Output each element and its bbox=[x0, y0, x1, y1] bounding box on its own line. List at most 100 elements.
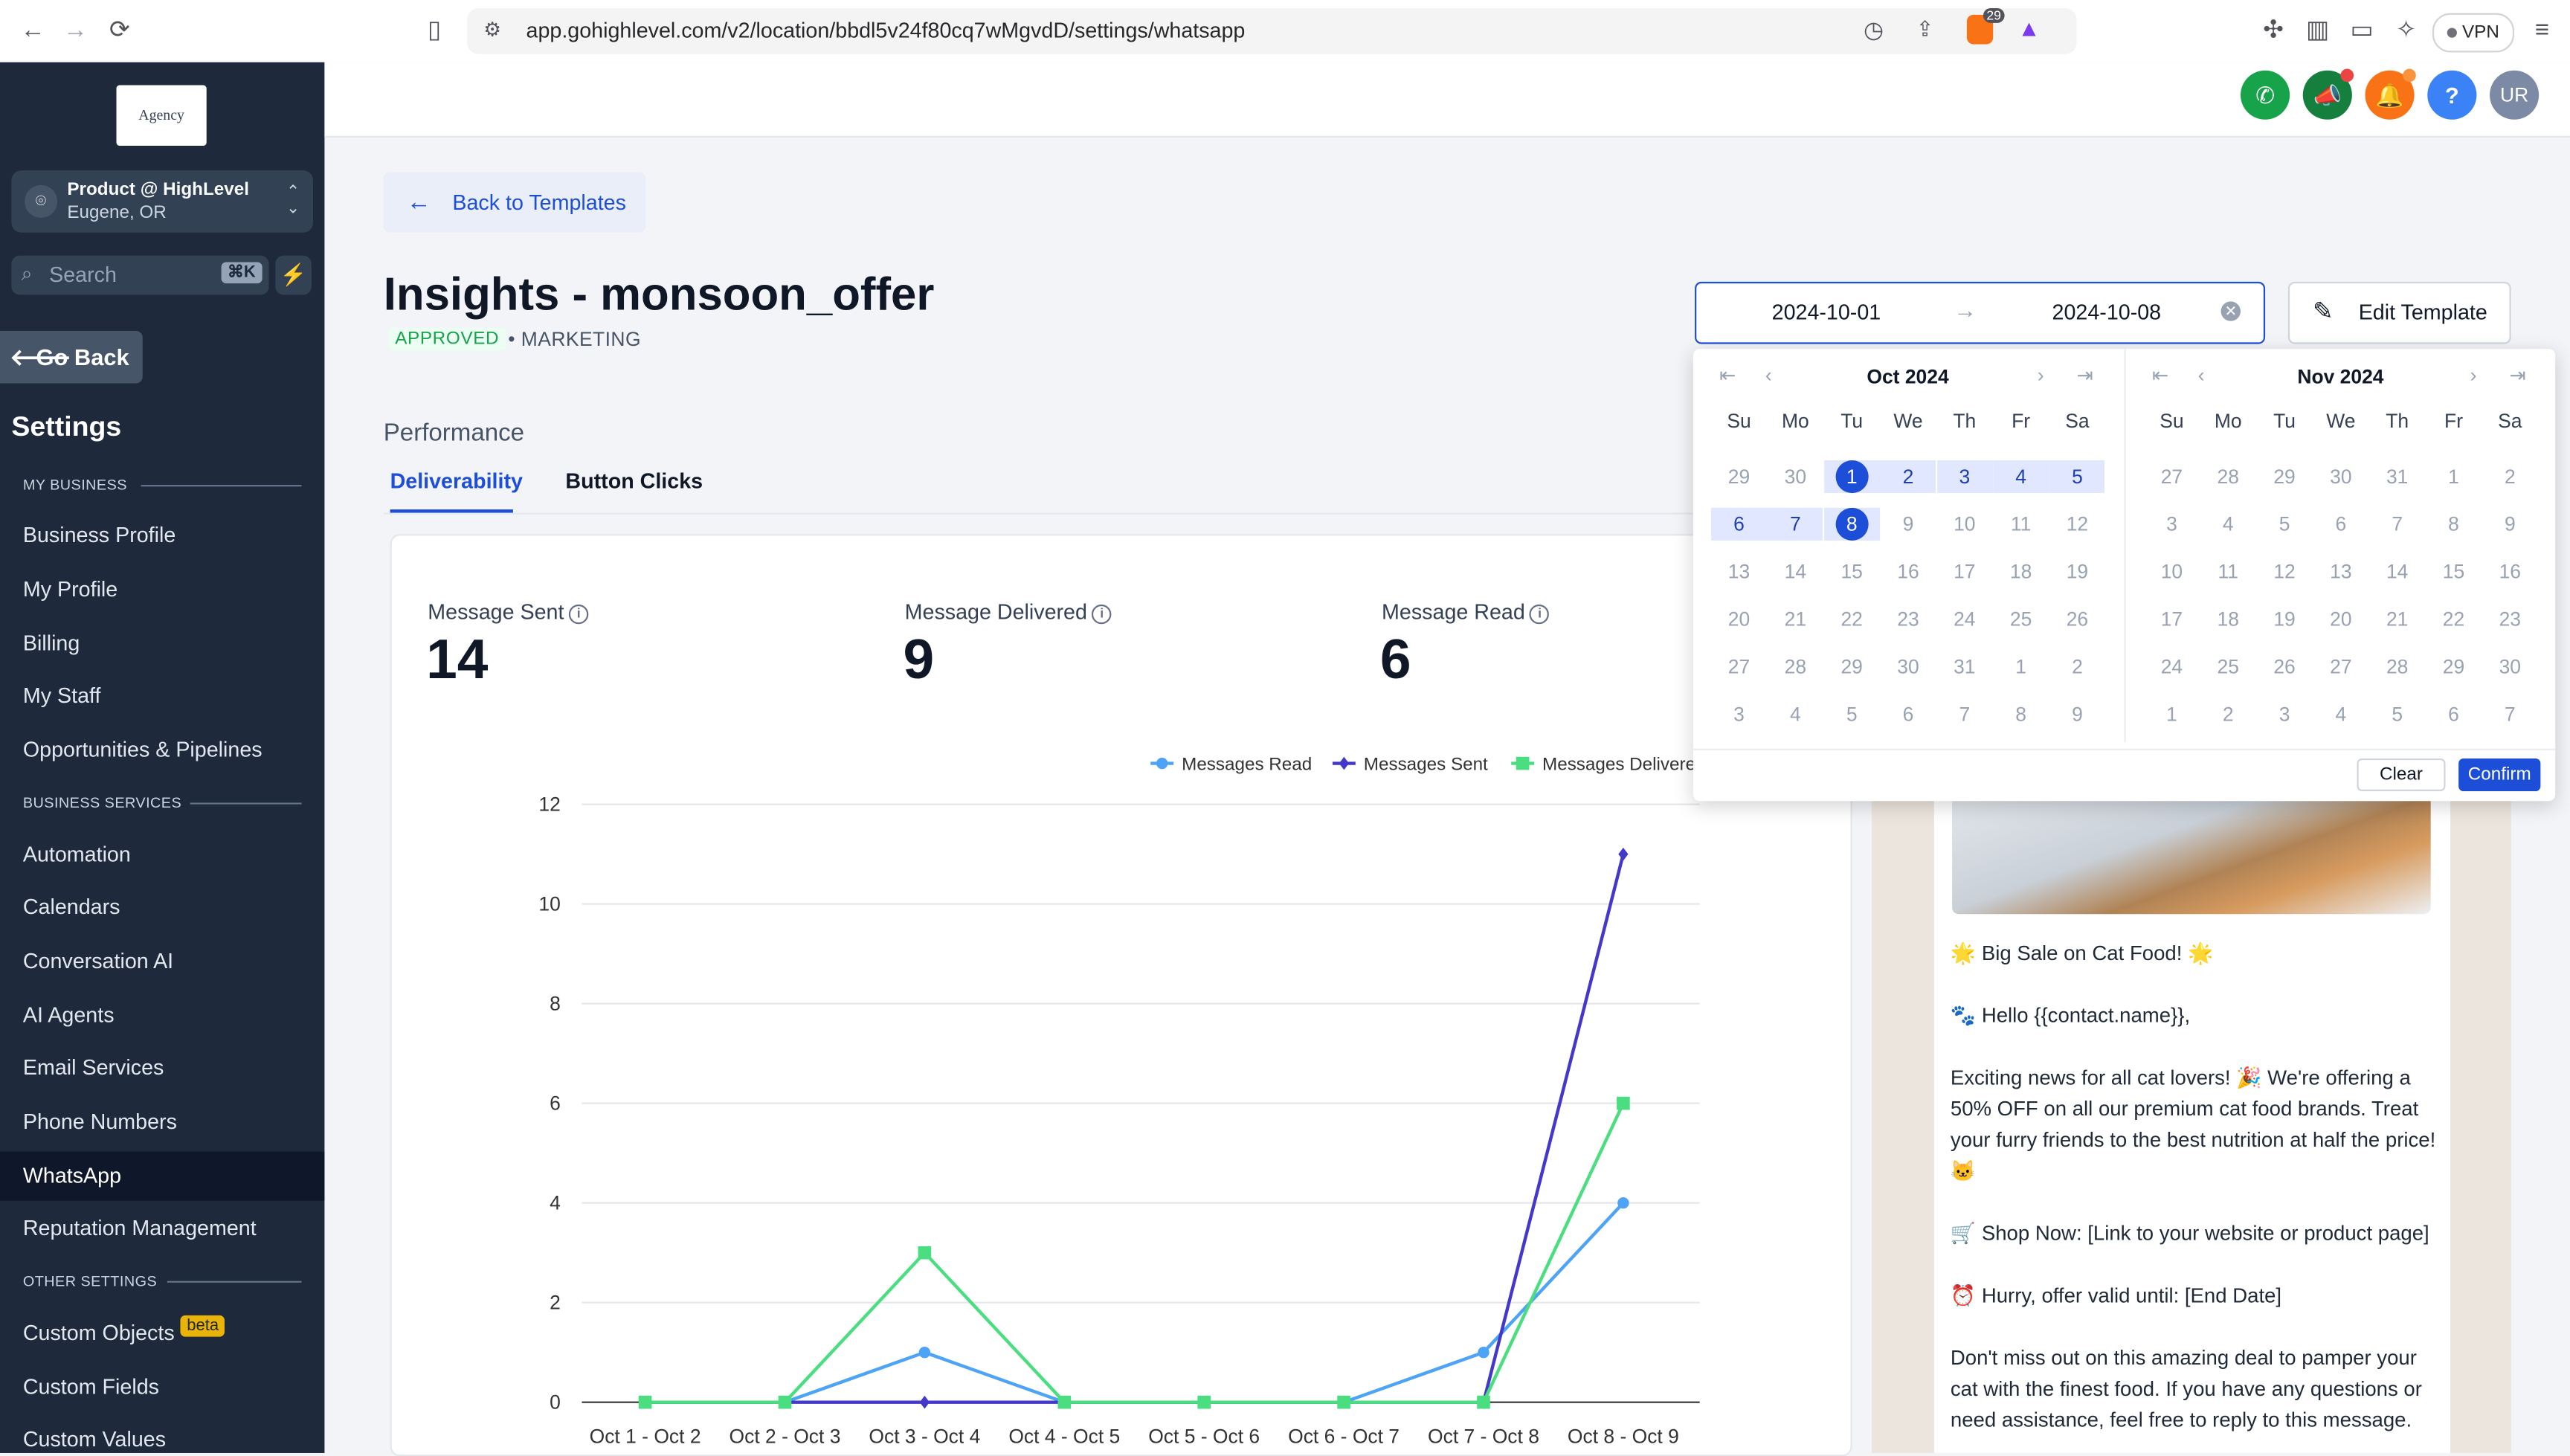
calendar-day[interactable]: 27 bbox=[1711, 651, 1767, 683]
calendar-day[interactable]: 15 bbox=[1824, 555, 1880, 588]
prev-month-icon[interactable]: ‹ bbox=[2197, 364, 2205, 387]
calendar-day[interactable]: 2 bbox=[2200, 698, 2256, 730]
calendar-day[interactable]: 24 bbox=[1936, 603, 1992, 636]
calendar-confirm-button[interactable]: Confirm bbox=[2458, 758, 2541, 792]
calendar-day[interactable]: 9 bbox=[2482, 508, 2538, 541]
calendar-day[interactable]: 2 bbox=[2049, 651, 2105, 683]
sidebar-item-phone-numbers[interactable]: Phone Numbers bbox=[0, 1098, 324, 1147]
calendar-day[interactable]: 29 bbox=[2426, 651, 2482, 683]
calendar-day[interactable]: 25 bbox=[1993, 603, 2049, 636]
calendar-day[interactable]: 6 bbox=[1711, 507, 1768, 541]
sidebar-item-business-profile[interactable]: Business Profile bbox=[0, 511, 324, 560]
calendar-day[interactable]: 10 bbox=[1936, 508, 1992, 541]
user-avatar[interactable]: UR bbox=[2490, 70, 2540, 120]
calendar-day[interactable]: 20 bbox=[1711, 603, 1767, 636]
sidebar-item-my-staff[interactable]: My Staff bbox=[0, 671, 324, 721]
calendar-day[interactable]: 29 bbox=[1824, 651, 1880, 683]
calendar-day[interactable]: 6 bbox=[1881, 698, 1936, 730]
calendar-day[interactable]: 6 bbox=[2313, 508, 2368, 541]
bell-icon[interactable]: 🔔 bbox=[2365, 68, 2416, 120]
calendar-day[interactable]: 5 bbox=[2369, 698, 2425, 730]
sidebar-item-my-profile[interactable]: My Profile bbox=[0, 565, 324, 614]
calendar-day[interactable]: 22 bbox=[2426, 603, 2482, 636]
menu-icon[interactable]: ≡ bbox=[2534, 16, 2550, 45]
calendar-day[interactable]: 19 bbox=[2257, 603, 2313, 636]
calendar-day[interactable]: 15 bbox=[2426, 555, 2482, 588]
calendar-day[interactable]: 6 bbox=[2426, 698, 2482, 730]
calendar-day[interactable]: 3 bbox=[1711, 698, 1767, 730]
sidebar-item-billing[interactable]: Billing bbox=[0, 619, 324, 669]
calendar-day[interactable]: 2 bbox=[2482, 460, 2538, 493]
calendar-day[interactable]: 8 bbox=[1993, 698, 2049, 730]
location-switcher[interactable]: ⌾ Product @ HighLevel Eugene, OR ⌃ ⌄ bbox=[11, 170, 313, 233]
calendar-day[interactable]: 17 bbox=[2144, 603, 2200, 636]
next-month-icon[interactable]: › bbox=[2037, 364, 2044, 387]
next-month-icon[interactable]: › bbox=[2470, 364, 2477, 387]
calendar-day[interactable]: 14 bbox=[2369, 555, 2425, 588]
calendar-day[interactable]: 13 bbox=[2313, 555, 2368, 588]
calendar-day[interactable]: 30 bbox=[2313, 460, 2368, 493]
date-range-input[interactable]: 2024-10-01 → 2024-10-08 ✕ bbox=[1695, 281, 2266, 344]
calendar-day[interactable]: 23 bbox=[2482, 603, 2538, 636]
calendar-day[interactable]: 3 bbox=[2257, 698, 2313, 730]
calendar-day[interactable]: 27 bbox=[2313, 651, 2368, 683]
calendar-day[interactable]: 17 bbox=[1936, 555, 1992, 588]
calendar-day[interactable]: 3 bbox=[1936, 460, 1993, 494]
back-to-templates-button[interactable]: ← Back to Templates bbox=[383, 172, 646, 233]
calendar-day[interactable]: 4 bbox=[2200, 508, 2256, 541]
calendar-day[interactable]: 1 bbox=[1823, 460, 1880, 494]
calendar-day[interactable]: 28 bbox=[1768, 651, 1823, 683]
calendar-day[interactable]: 19 bbox=[2049, 555, 2105, 588]
calendar-day[interactable]: 2 bbox=[1880, 460, 1936, 494]
calendar-day[interactable]: 5 bbox=[2049, 460, 2105, 494]
calendar-day[interactable]: 7 bbox=[2369, 508, 2425, 541]
calendar-day[interactable]: 14 bbox=[1768, 555, 1823, 588]
forward-arrow-icon[interactable]: → bbox=[62, 16, 88, 45]
info-icon[interactable]: i bbox=[1530, 604, 1550, 625]
calendar-day[interactable]: 16 bbox=[2482, 555, 2538, 588]
calendar-day[interactable]: 13 bbox=[1711, 555, 1767, 588]
calendar-day[interactable]: 9 bbox=[2049, 698, 2105, 730]
calendar-day[interactable]: 26 bbox=[2049, 603, 2105, 636]
url-text[interactable]: app.gohighlevel.com/v2/location/bbdl5v24… bbox=[526, 18, 1246, 43]
calendar-day[interactable]: 30 bbox=[2482, 651, 2538, 683]
calendar-day[interactable]: 31 bbox=[2369, 460, 2425, 493]
sidebar-item-whatsapp[interactable]: WhatsApp bbox=[0, 1151, 325, 1201]
calendar-day[interactable]: 1 bbox=[2426, 460, 2482, 493]
sidebar-item-email-services[interactable]: Email Services bbox=[0, 1043, 324, 1092]
sidebar-item-ai-agents[interactable]: AI Agents bbox=[0, 991, 324, 1040]
quick-actions-bolt-icon[interactable]: ⚡ bbox=[275, 255, 312, 295]
calendar-day[interactable]: 29 bbox=[2257, 460, 2313, 493]
search-input[interactable]: ⌕ Search ⌘K bbox=[11, 255, 269, 295]
prev-month-icon[interactable]: ‹ bbox=[1765, 364, 1772, 387]
calendar-day[interactable]: 7 bbox=[1936, 698, 1992, 730]
calendar-day[interactable]: 11 bbox=[2200, 555, 2256, 588]
calendar-day[interactable]: 31 bbox=[1936, 651, 1992, 683]
calendar-day[interactable]: 29 bbox=[1711, 460, 1767, 493]
calendar-day[interactable]: 23 bbox=[1881, 603, 1936, 636]
sidebar-item-custom-fields[interactable]: Custom Fields bbox=[0, 1363, 324, 1412]
vpn-button[interactable]: VPN bbox=[2432, 13, 2515, 53]
calendar-day[interactable]: 30 bbox=[1881, 651, 1936, 683]
bookmark-icon[interactable]: ▯ bbox=[427, 16, 442, 45]
sidebar-item-custom-values[interactable]: Custom Values bbox=[0, 1415, 324, 1453]
prev-year-icon[interactable]: ⇤ bbox=[2151, 364, 2169, 387]
tab-button-clicks[interactable]: Button Clicks bbox=[565, 468, 703, 494]
history-icon[interactable]: ◷ bbox=[1864, 16, 1884, 43]
calendar-day[interactable]: 16 bbox=[1881, 555, 1936, 588]
phone-icon[interactable]: ✆ bbox=[2241, 70, 2290, 120]
calendar-day[interactable]: 18 bbox=[1993, 555, 2049, 588]
back-arrow-icon[interactable]: ← bbox=[20, 16, 45, 45]
calendar-day[interactable]: 25 bbox=[2200, 651, 2256, 683]
calendar-day[interactable]: 10 bbox=[2144, 555, 2200, 588]
calendar-day[interactable]: 1 bbox=[1993, 651, 2049, 683]
sidebar-item-reputation-management[interactable]: Reputation Management bbox=[0, 1204, 324, 1253]
site-settings-icon[interactable]: ⚙ bbox=[483, 18, 501, 42]
calendar-day[interactable]: 3 bbox=[2144, 508, 2200, 541]
calendar-clear-button[interactable]: Clear bbox=[2357, 758, 2446, 792]
calendar-day[interactable]: 27 bbox=[2144, 460, 2200, 493]
address-bar[interactable]: ⚙ app.gohighlevel.com/v2/location/bbdl5v… bbox=[467, 8, 2077, 54]
next-year-icon[interactable]: ⇥ bbox=[2076, 364, 2093, 387]
calendar-day[interactable]: 8 bbox=[2426, 508, 2482, 541]
sidebar-item-conversation-ai[interactable]: Conversation AI bbox=[0, 937, 324, 986]
